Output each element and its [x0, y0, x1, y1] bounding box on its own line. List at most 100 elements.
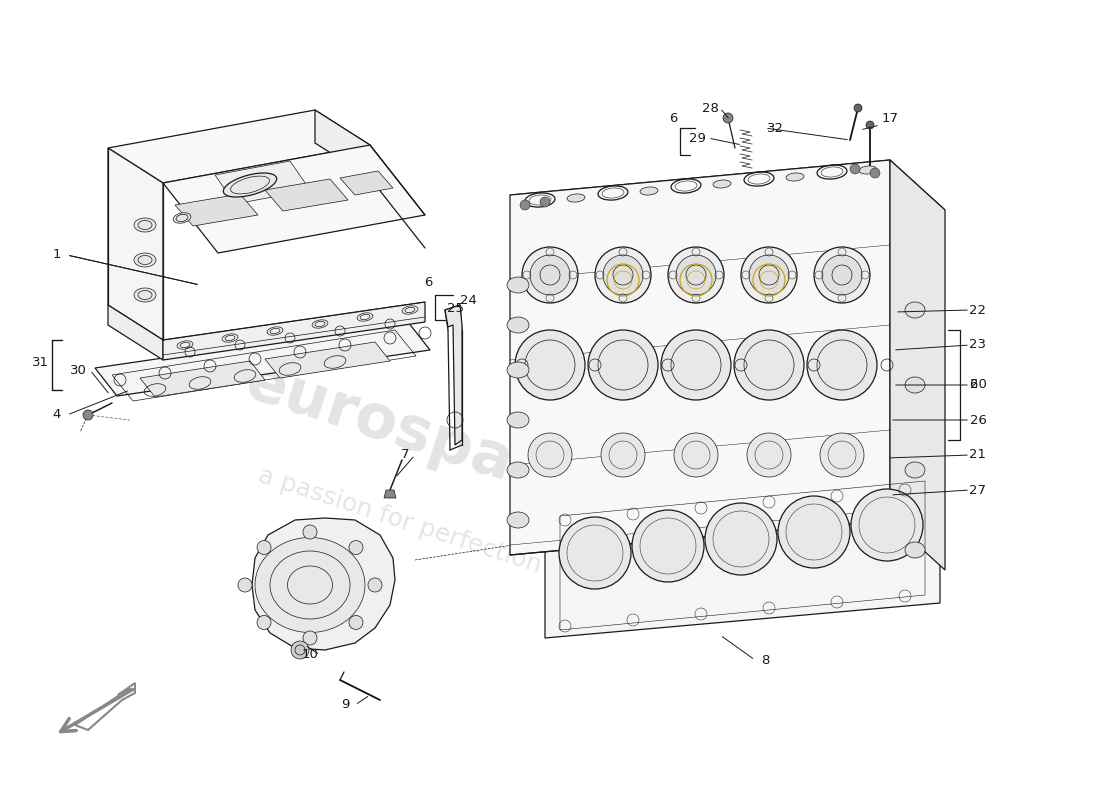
Ellipse shape	[134, 288, 156, 302]
Circle shape	[723, 113, 733, 123]
Text: 31: 31	[32, 355, 48, 369]
Ellipse shape	[905, 302, 925, 318]
Text: 25: 25	[447, 302, 463, 314]
Polygon shape	[252, 518, 395, 650]
Ellipse shape	[507, 462, 529, 478]
Circle shape	[522, 247, 578, 303]
Circle shape	[850, 164, 860, 174]
Circle shape	[676, 255, 716, 295]
Circle shape	[734, 330, 804, 400]
Ellipse shape	[786, 173, 804, 181]
Ellipse shape	[905, 542, 925, 558]
Text: 23: 23	[969, 338, 987, 351]
Ellipse shape	[640, 187, 658, 195]
Circle shape	[528, 433, 572, 477]
Text: 17: 17	[881, 111, 899, 125]
Text: 4: 4	[53, 409, 62, 422]
Circle shape	[257, 541, 271, 554]
Text: 28: 28	[702, 102, 718, 114]
Polygon shape	[214, 161, 310, 204]
Text: 0985: 0985	[561, 458, 799, 602]
Ellipse shape	[713, 180, 732, 188]
Ellipse shape	[859, 166, 877, 174]
Circle shape	[559, 517, 631, 589]
Ellipse shape	[134, 253, 156, 267]
Text: 30: 30	[69, 363, 87, 377]
Circle shape	[741, 247, 798, 303]
Circle shape	[854, 104, 862, 112]
Ellipse shape	[507, 512, 529, 528]
Text: 29: 29	[689, 131, 705, 145]
Circle shape	[530, 255, 570, 295]
Circle shape	[520, 200, 530, 210]
Ellipse shape	[507, 362, 529, 378]
Polygon shape	[510, 160, 890, 555]
Circle shape	[515, 330, 585, 400]
Circle shape	[822, 255, 862, 295]
Polygon shape	[163, 145, 425, 253]
Circle shape	[257, 615, 271, 630]
Ellipse shape	[173, 213, 191, 223]
Polygon shape	[446, 305, 462, 445]
Circle shape	[595, 247, 651, 303]
Circle shape	[302, 525, 317, 539]
Circle shape	[866, 121, 874, 129]
Ellipse shape	[255, 538, 365, 633]
Polygon shape	[544, 473, 940, 638]
Text: 9: 9	[341, 698, 349, 711]
Circle shape	[778, 496, 850, 568]
Polygon shape	[108, 148, 163, 340]
Circle shape	[668, 247, 724, 303]
Ellipse shape	[134, 218, 156, 232]
Circle shape	[349, 615, 363, 630]
Text: 6: 6	[424, 277, 432, 290]
Ellipse shape	[507, 412, 529, 428]
Circle shape	[749, 255, 789, 295]
Ellipse shape	[905, 377, 925, 393]
Circle shape	[747, 433, 791, 477]
Polygon shape	[140, 361, 265, 397]
Circle shape	[870, 168, 880, 178]
Text: 26: 26	[969, 414, 987, 426]
Polygon shape	[265, 342, 390, 378]
Ellipse shape	[566, 194, 585, 202]
Text: eurospares: eurospares	[238, 352, 623, 528]
Polygon shape	[95, 322, 430, 396]
Circle shape	[588, 330, 658, 400]
Ellipse shape	[507, 317, 529, 333]
Circle shape	[368, 578, 382, 592]
Polygon shape	[384, 490, 396, 498]
Circle shape	[302, 631, 317, 645]
Polygon shape	[163, 302, 425, 360]
Circle shape	[807, 330, 877, 400]
Text: 7: 7	[400, 449, 409, 462]
Circle shape	[814, 247, 870, 303]
Text: 1: 1	[53, 249, 62, 262]
Circle shape	[601, 433, 645, 477]
Polygon shape	[340, 171, 393, 195]
Circle shape	[238, 578, 252, 592]
Circle shape	[540, 197, 550, 207]
Text: 27: 27	[969, 483, 987, 497]
Polygon shape	[510, 160, 945, 245]
Text: 32: 32	[767, 122, 783, 134]
Circle shape	[349, 541, 363, 554]
Text: a passion for perfection: a passion for perfection	[255, 462, 544, 578]
Circle shape	[851, 489, 923, 561]
Polygon shape	[265, 179, 348, 211]
Polygon shape	[108, 110, 370, 183]
Polygon shape	[890, 160, 945, 570]
Text: 22: 22	[969, 303, 987, 317]
Text: 6: 6	[669, 111, 678, 125]
Text: 8: 8	[761, 654, 769, 666]
Circle shape	[292, 641, 309, 659]
Circle shape	[632, 510, 704, 582]
Ellipse shape	[507, 277, 529, 293]
Text: 20: 20	[969, 378, 987, 391]
Polygon shape	[108, 305, 163, 360]
Text: 10: 10	[301, 649, 318, 662]
Text: 24: 24	[460, 294, 476, 306]
Polygon shape	[175, 194, 258, 226]
Ellipse shape	[223, 173, 277, 197]
Circle shape	[820, 433, 864, 477]
